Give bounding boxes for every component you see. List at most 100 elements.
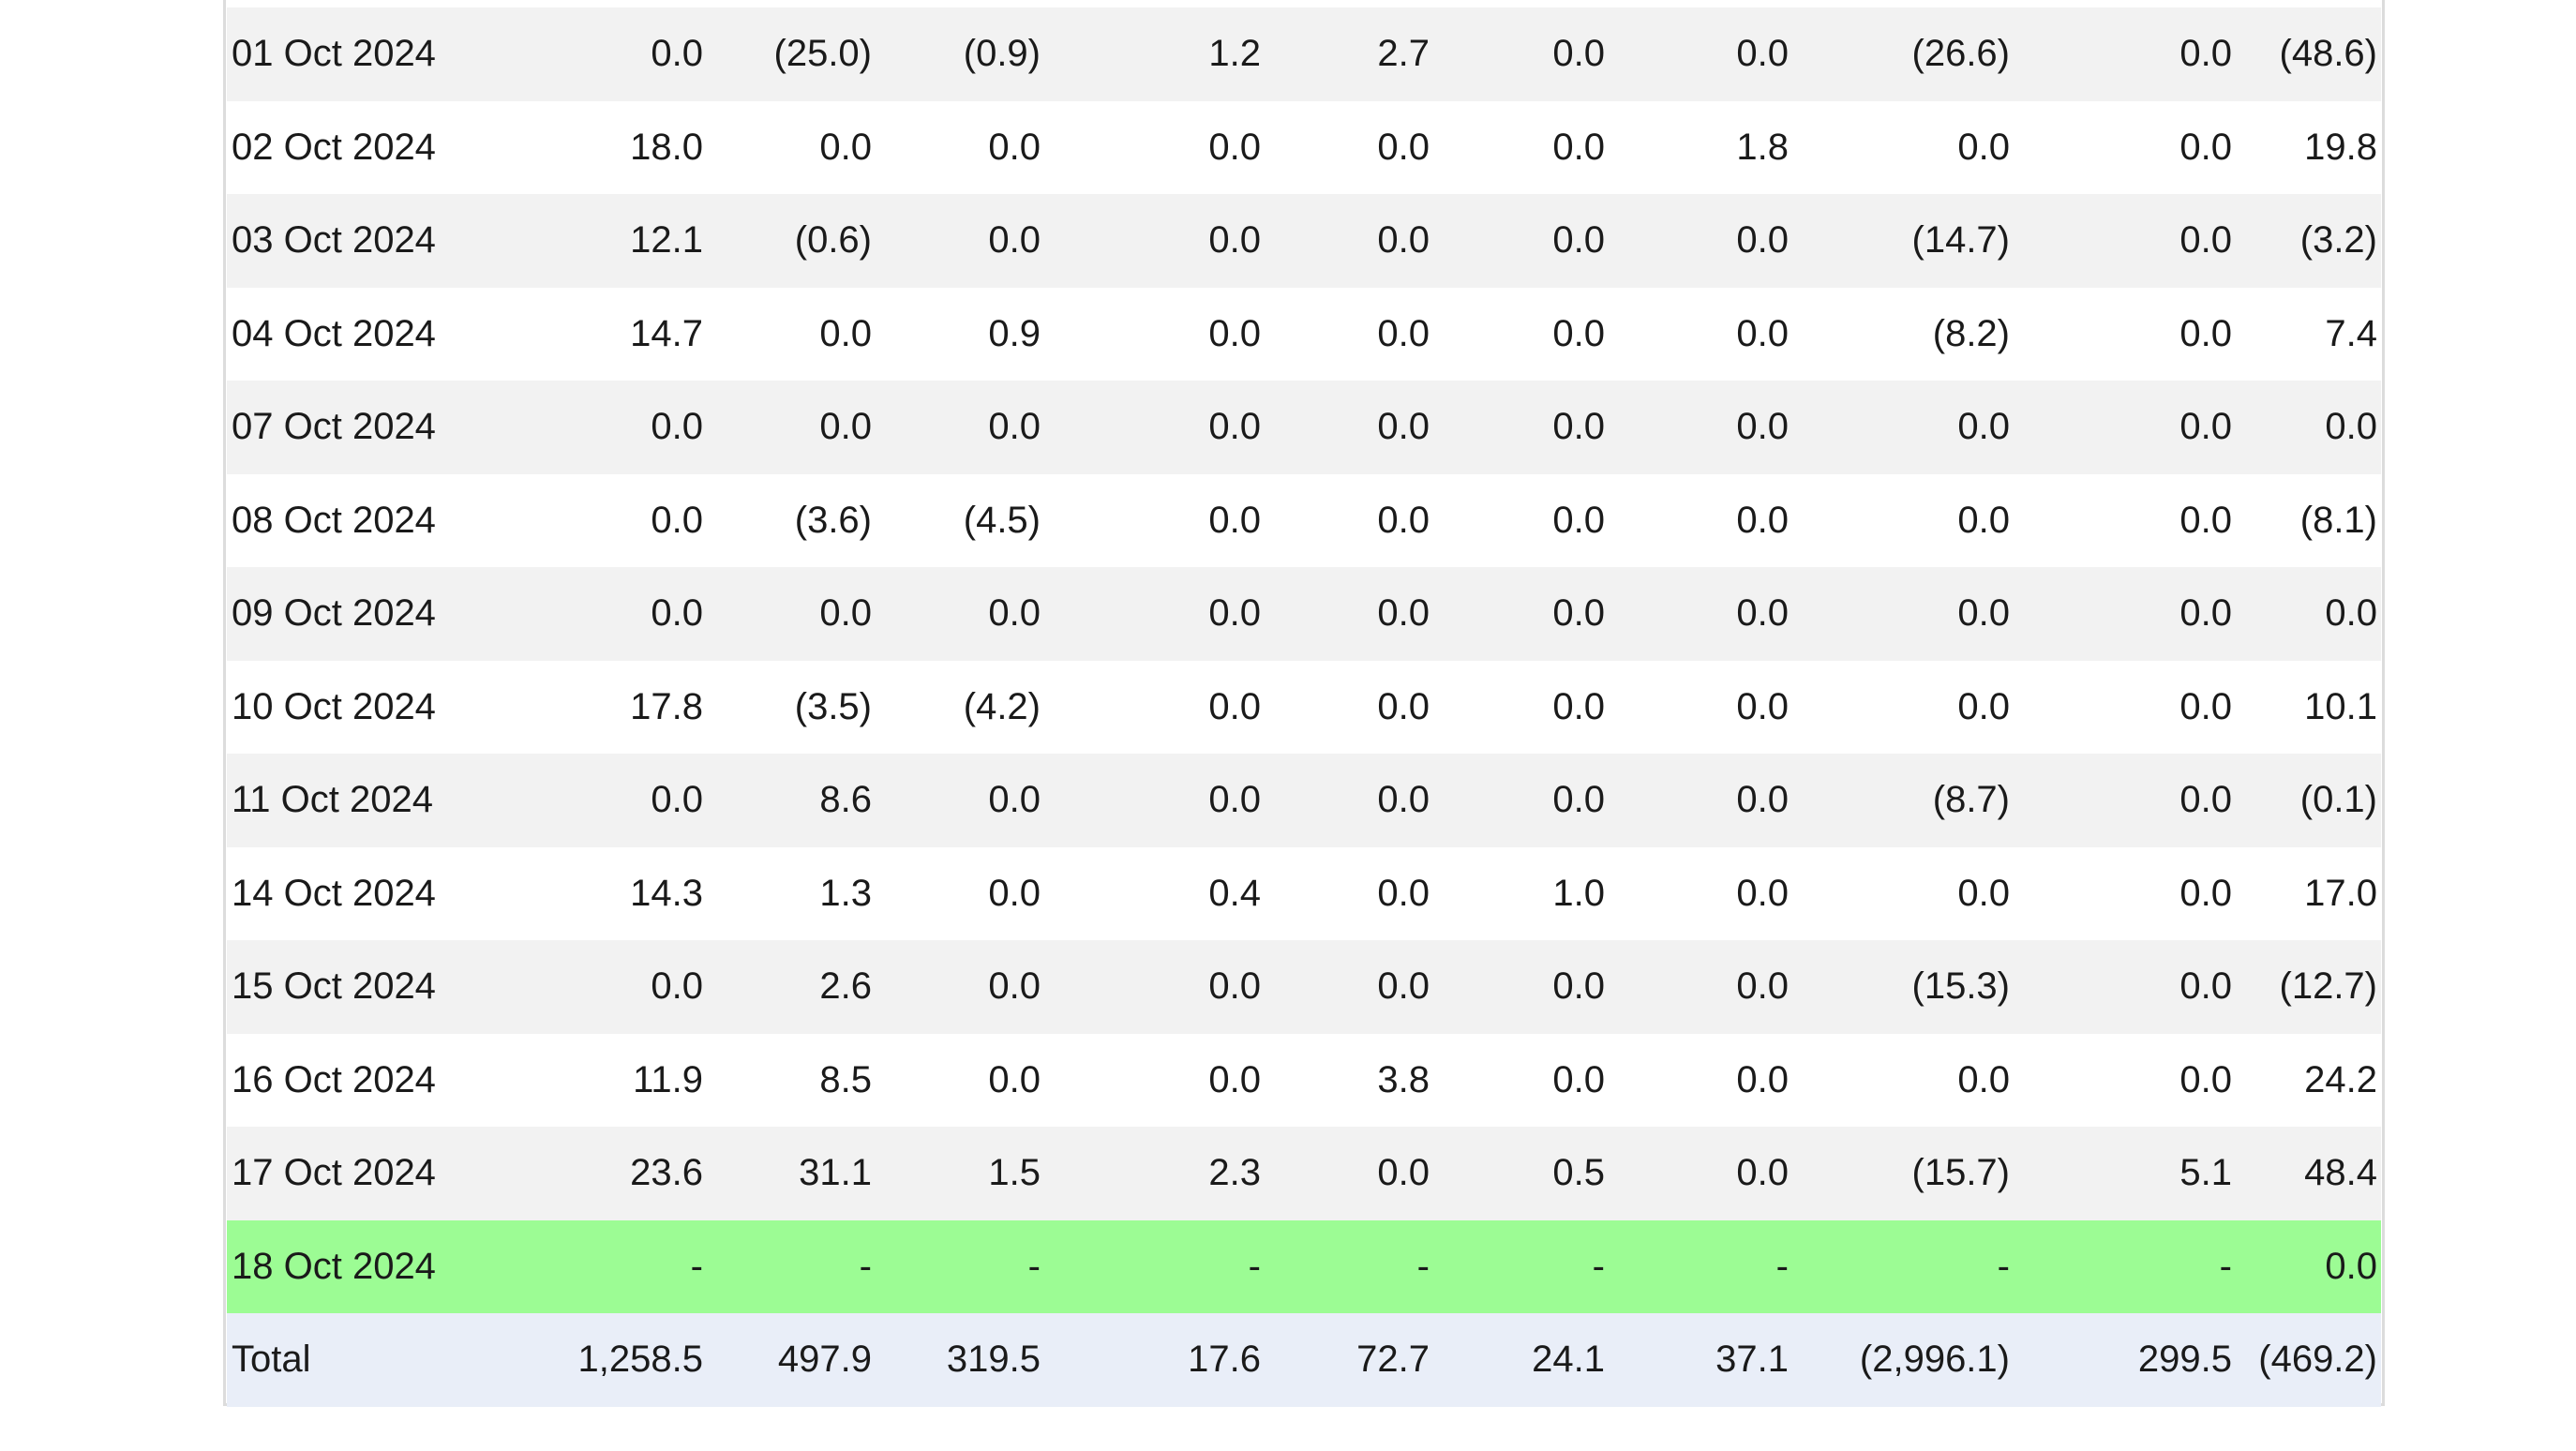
row-date: 11 Oct 2024	[227, 754, 495, 847]
row-value: 0.0	[2014, 846, 2236, 940]
row-value: (12.7)	[2236, 940, 2381, 1034]
row-value: 0.0	[1433, 7, 1609, 101]
row-value: 0.0	[1044, 194, 1265, 288]
row-value: 0.0	[1792, 660, 2014, 754]
row-value: 14.7	[495, 287, 707, 381]
row-value: 0.0	[1044, 1033, 1265, 1127]
row-value: (8.1)	[2236, 473, 2381, 567]
row-value: 0.0	[1609, 940, 1792, 1034]
row-value: 0.0	[1792, 473, 2014, 567]
row-value: 0.0	[1433, 194, 1609, 288]
row-value: 0.0	[495, 7, 707, 101]
row-value: 0.0	[876, 940, 1044, 1034]
row-value: (0.1)	[2236, 754, 2381, 847]
row-value: 0.0	[1265, 567, 1433, 661]
row-value: 0.0	[2014, 660, 2236, 754]
row-value: 0.4	[1044, 846, 1265, 940]
row-date: 16 Oct 2024	[227, 1033, 495, 1127]
total-label: Total	[227, 1313, 495, 1407]
row-value: 0.0	[1044, 754, 1265, 847]
row-value: 0.0	[2014, 754, 2236, 847]
row-value: 24.2	[2236, 1033, 2381, 1127]
row-value: (48.6)	[2236, 7, 2381, 101]
table-row: 02 Oct 2024 18.0 0.0 0.0 0.0 0.0 0.0 1.8 0.0 0.0 1…	[227, 100, 2381, 194]
row-value: (14.7)	[1792, 194, 2014, 288]
row-value: 0.0	[2014, 1033, 2236, 1127]
row-value: 0.0	[1265, 846, 1433, 940]
row-value: 0.0	[1609, 660, 1792, 754]
total-value: 299.5	[2014, 1313, 2236, 1407]
row-value: 0.0	[1265, 1127, 1433, 1220]
row-value: 1.0	[1433, 846, 1609, 940]
row-value: 0.0	[707, 287, 876, 381]
row-value: 0.0	[1433, 567, 1609, 661]
row-value: 0.0	[1609, 287, 1792, 381]
row-value: 0.0	[495, 754, 707, 847]
row-value: 0.0	[876, 1033, 1044, 1127]
row-value: 0.0	[495, 381, 707, 474]
row-value: -	[495, 1219, 707, 1313]
row-value: 0.0	[495, 567, 707, 661]
row-value: 0.0	[1609, 381, 1792, 474]
row-date: 08 Oct 2024	[227, 473, 495, 567]
row-value: 0.0	[1433, 754, 1609, 847]
row-date: 09 Oct 2024	[227, 567, 495, 661]
total-value: 319.5	[876, 1313, 1044, 1407]
row-value: 0.0	[1265, 754, 1433, 847]
total-value: 497.9	[707, 1313, 876, 1407]
table-row: 03 Oct 2024 12.1 (0.6) 0.0 0.0 0.0 0.0 0.0 (14.7…	[227, 194, 2381, 288]
row-value: 14.3	[495, 846, 707, 940]
row-value: 0.0	[2014, 567, 2236, 661]
row-value: 0.0	[876, 100, 1044, 194]
row-value: 0.0	[1044, 940, 1265, 1034]
row-value: (3.5)	[707, 660, 876, 754]
row-date: 03 Oct 2024	[227, 194, 495, 288]
row-value: 23.6	[495, 1127, 707, 1220]
row-value: 0.0	[495, 940, 707, 1034]
row-value: 2.7	[1265, 7, 1433, 101]
row-value: 3.8	[1265, 1033, 1433, 1127]
row-value: 0.0	[1265, 660, 1433, 754]
row-value: 0.0	[1609, 846, 1792, 940]
table-row: 11 Oct 2024 0.0 8.6 0.0 0.0 0.0 0.0 0.0 (8.7) 0.0…	[227, 754, 2381, 847]
table-row: 10 Oct 2024 17.8 (3.5) (4.2) 0.0 0.0 0.0 0.0 0.0…	[227, 660, 2381, 754]
row-date: 17 Oct 2024	[227, 1127, 495, 1220]
row-value: 19.8	[2236, 100, 2381, 194]
row-value: 0.0	[1609, 473, 1792, 567]
row-value: 0.0	[876, 754, 1044, 847]
row-value: (4.2)	[876, 660, 1044, 754]
row-value: 0.0	[1265, 287, 1433, 381]
row-value: 1.5	[876, 1127, 1044, 1220]
row-value: 1.2	[1044, 7, 1265, 101]
row-value: (8.2)	[1792, 287, 2014, 381]
row-value: 0.0	[2014, 287, 2236, 381]
row-value: 0.0	[2236, 1219, 2381, 1313]
row-value: 0.0	[1265, 381, 1433, 474]
row-value: 0.0	[1265, 100, 1433, 194]
row-date: 10 Oct 2024	[227, 660, 495, 754]
row-value: 8.6	[707, 754, 876, 847]
row-value: 7.4	[2236, 287, 2381, 381]
table-row: 04 Oct 2024 14.7 0.0 0.9 0.0 0.0 0.0 0.0 (8.2) 0.…	[227, 287, 2381, 381]
row-value: 0.0	[2014, 100, 2236, 194]
row-value: 0.0	[1044, 381, 1265, 474]
row-value: 0.0	[2014, 7, 2236, 101]
row-value: 0.0	[1044, 100, 1265, 194]
row-value: 10.1	[2236, 660, 2381, 754]
row-value: 0.0	[1792, 1033, 2014, 1127]
row-value: (15.7)	[1792, 1127, 2014, 1220]
row-value: 5.1	[2014, 1127, 2236, 1220]
row-value: 0.0	[707, 100, 876, 194]
row-value: 0.0	[2236, 381, 2381, 474]
row-value: 0.0	[1792, 381, 2014, 474]
row-value: 0.0	[1433, 940, 1609, 1034]
row-value: 12.1	[495, 194, 707, 288]
row-value: (3.2)	[2236, 194, 2381, 288]
row-value: 0.0	[2014, 381, 2236, 474]
row-value: 2.6	[707, 940, 876, 1034]
row-value: (8.7)	[1792, 754, 2014, 847]
row-value: 0.0	[876, 567, 1044, 661]
row-value: 0.0	[2236, 567, 2381, 661]
row-value: 0.0	[1792, 567, 2014, 661]
total-value: 37.1	[1609, 1313, 1792, 1407]
